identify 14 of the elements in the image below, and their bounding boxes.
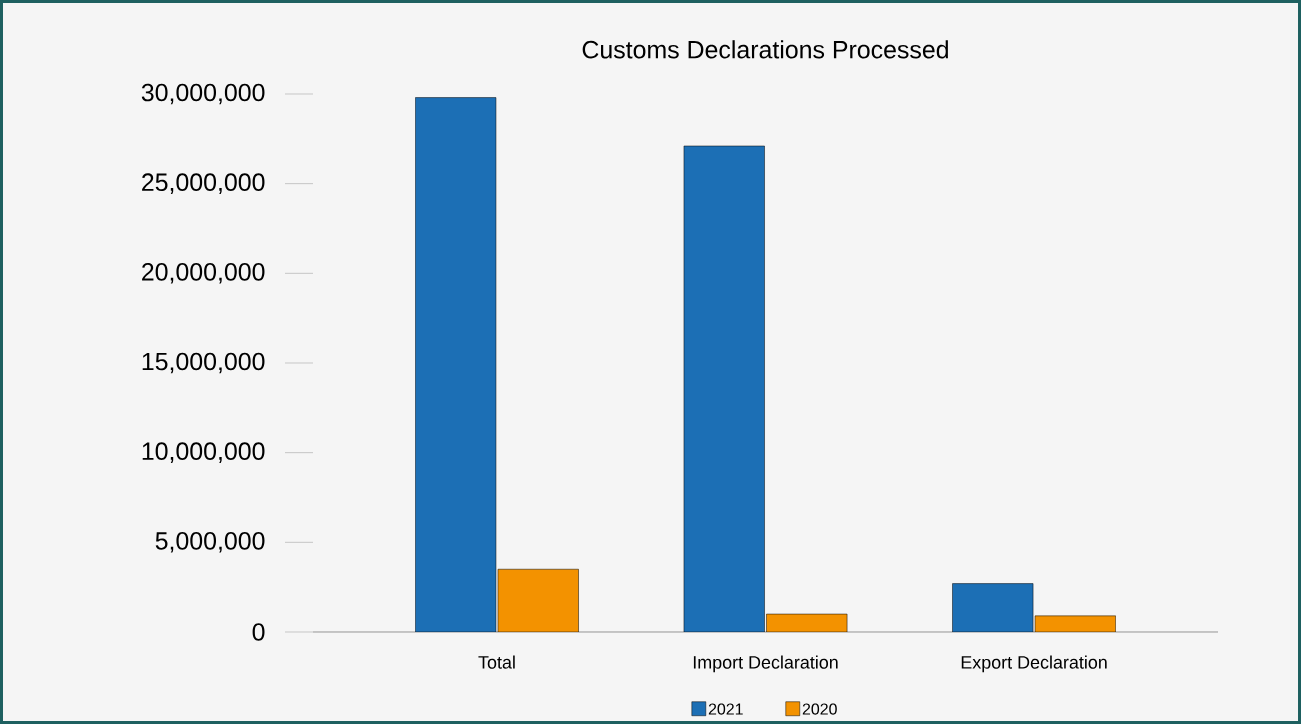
y-tick-label: 20,000,000 bbox=[142, 263, 265, 284]
bar bbox=[497, 569, 579, 632]
x-tick-label: Export Declaration bbox=[961, 655, 1107, 673]
chart-title: Customs Declarations Processed bbox=[582, 40, 948, 59]
y-tick-label: 25,000,000 bbox=[142, 173, 265, 194]
x-tick-label: Total bbox=[478, 655, 515, 669]
x-tick-label: Import Declaration bbox=[693, 655, 838, 673]
y-tick-label: 0 bbox=[252, 623, 265, 641]
y-tick-label: 10,000,000 bbox=[142, 442, 265, 463]
y-tick-label: 5,000,000 bbox=[155, 532, 265, 553]
legend-label: 2021 bbox=[708, 703, 743, 715]
y-tick-label: 30,000,000 bbox=[141, 83, 265, 105]
legend-label: 2020 bbox=[802, 703, 837, 715]
y-tick-label: 15,000,000 bbox=[142, 352, 265, 374]
